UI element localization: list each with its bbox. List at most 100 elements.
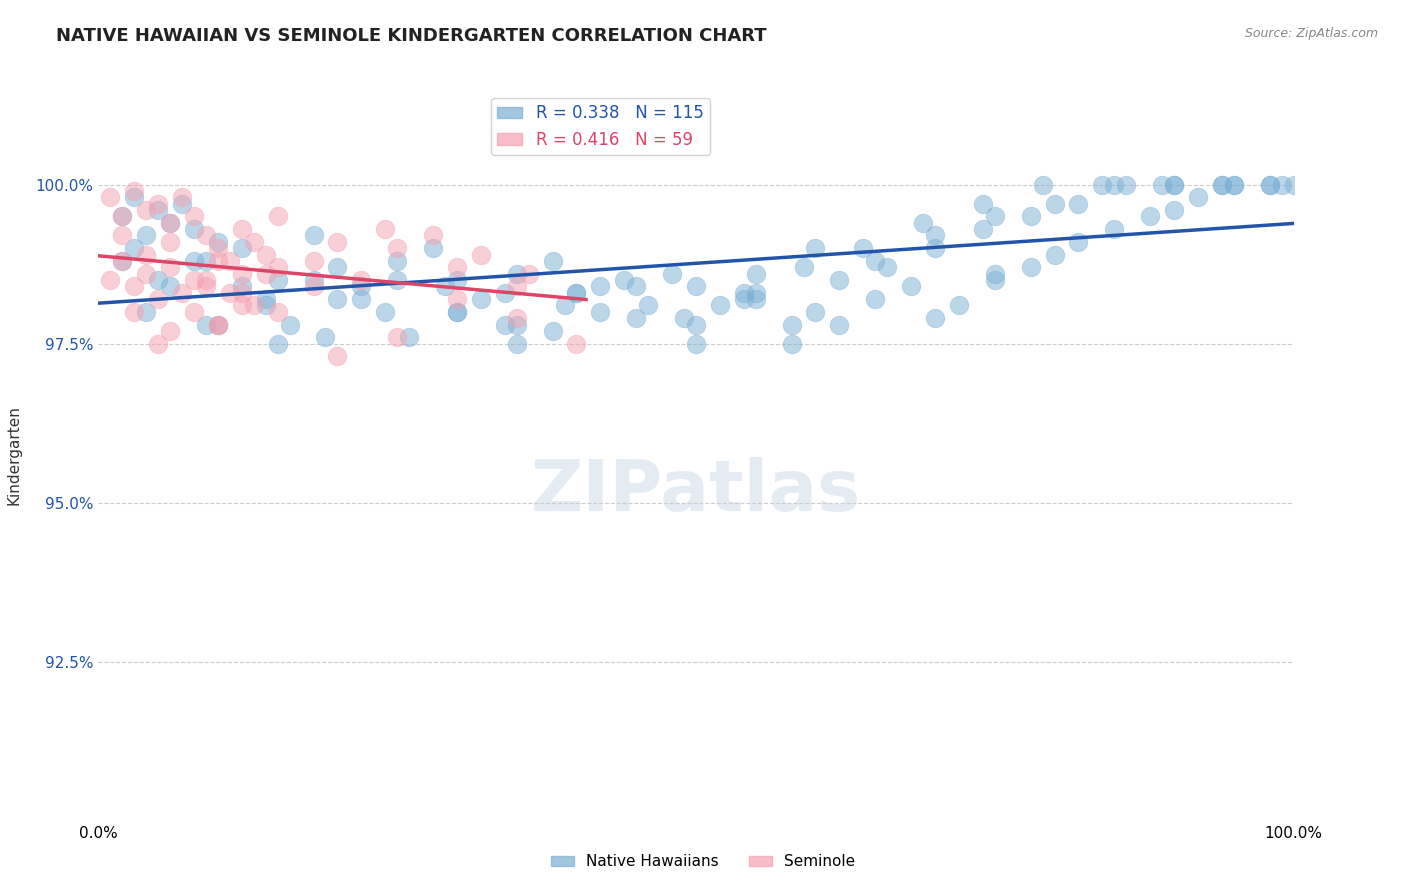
Point	[1223, 178, 1246, 192]
Point	[326, 292, 349, 306]
Point	[111, 210, 134, 224]
Point	[267, 210, 290, 224]
Point	[780, 336, 803, 351]
Point	[565, 285, 588, 300]
Point	[924, 228, 946, 243]
Point	[385, 273, 409, 287]
Point	[135, 228, 157, 243]
Point	[267, 336, 290, 351]
Point	[626, 279, 648, 293]
Point	[984, 210, 1007, 224]
Point	[506, 279, 529, 293]
Point	[1043, 196, 1066, 211]
Point	[984, 273, 1007, 287]
Point	[159, 260, 181, 275]
Point	[733, 292, 755, 306]
Point	[1043, 247, 1066, 261]
Point	[315, 330, 337, 344]
Point	[159, 235, 181, 249]
Point	[446, 273, 468, 287]
Point	[183, 222, 205, 236]
Point	[1067, 196, 1090, 211]
Point	[470, 292, 492, 306]
Point	[278, 318, 301, 332]
Point	[243, 235, 266, 249]
Point	[1115, 178, 1137, 192]
Point	[135, 305, 157, 319]
Point	[1187, 190, 1209, 204]
Point	[793, 260, 815, 275]
Point	[195, 254, 218, 268]
Point	[446, 292, 468, 306]
Point	[398, 330, 420, 344]
Point	[243, 298, 266, 312]
Point	[124, 305, 146, 319]
Point	[350, 273, 373, 287]
Point	[1032, 178, 1054, 192]
Point	[254, 292, 277, 306]
Point	[98, 190, 122, 204]
Point	[1139, 210, 1161, 224]
Point	[350, 279, 373, 293]
Point	[195, 279, 218, 293]
Point	[506, 267, 529, 281]
Point	[506, 318, 529, 332]
Point	[219, 254, 242, 268]
Point	[374, 222, 396, 236]
Point	[637, 298, 659, 312]
Point	[804, 241, 827, 255]
Point	[374, 305, 396, 319]
Point	[434, 279, 457, 293]
Point	[159, 324, 181, 338]
Point	[385, 254, 409, 268]
Point	[326, 260, 349, 275]
Point	[565, 285, 588, 300]
Point	[207, 254, 229, 268]
Point	[135, 247, 157, 261]
Point	[1258, 178, 1281, 192]
Point	[1091, 178, 1114, 192]
Point	[1163, 178, 1185, 192]
Point	[446, 260, 468, 275]
Point	[1152, 178, 1174, 192]
Point	[613, 273, 636, 287]
Point	[135, 267, 157, 281]
Point	[124, 190, 146, 204]
Text: ZIPatlas: ZIPatlas	[531, 457, 860, 526]
Point	[626, 311, 648, 326]
Point	[267, 305, 290, 319]
Point	[111, 254, 134, 268]
Point	[517, 267, 540, 281]
Text: Source: ZipAtlas.com: Source: ZipAtlas.com	[1244, 27, 1378, 40]
Point	[254, 298, 277, 312]
Point	[470, 247, 492, 261]
Point	[172, 196, 194, 211]
Point	[111, 228, 134, 243]
Point	[1258, 178, 1281, 192]
Point	[876, 260, 898, 275]
Point	[207, 318, 229, 332]
Point	[1282, 178, 1305, 192]
Point	[780, 318, 803, 332]
Point	[148, 273, 170, 287]
Point	[673, 311, 696, 326]
Point	[207, 318, 229, 332]
Point	[111, 210, 134, 224]
Point	[1019, 210, 1042, 224]
Point	[1104, 222, 1126, 236]
Point	[589, 305, 612, 319]
Point	[972, 196, 994, 211]
Point	[685, 279, 707, 293]
Point	[195, 228, 218, 243]
Point	[302, 228, 325, 243]
Point	[494, 285, 516, 300]
Point	[267, 273, 290, 287]
Point	[661, 267, 683, 281]
Point	[183, 210, 205, 224]
Point	[159, 279, 181, 293]
Point	[1067, 235, 1090, 249]
Point	[231, 267, 253, 281]
Point	[1019, 260, 1042, 275]
Point	[183, 254, 205, 268]
Point	[865, 292, 887, 306]
